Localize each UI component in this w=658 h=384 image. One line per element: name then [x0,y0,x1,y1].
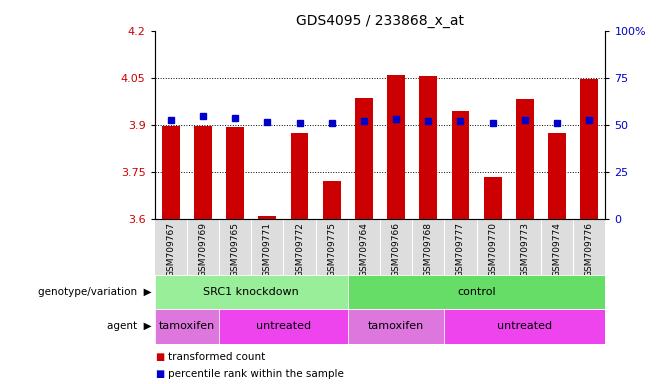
Text: tamoxifen: tamoxifen [368,321,424,331]
FancyBboxPatch shape [155,275,348,309]
Text: transformed count: transformed count [168,352,265,362]
Text: GSM709773: GSM709773 [520,222,530,276]
Text: agent  ▶: agent ▶ [107,321,151,331]
Bar [580,79,598,219]
Text: percentile rank within the sample: percentile rank within the sample [168,369,343,379]
Text: GSM709767: GSM709767 [166,222,175,276]
Text: tamoxifen: tamoxifen [159,321,215,331]
Bar [259,216,276,219]
Bar [516,99,534,219]
Text: GSM709770: GSM709770 [488,222,497,276]
FancyBboxPatch shape [444,309,605,344]
Text: GSM709765: GSM709765 [230,222,240,276]
Text: GSM709772: GSM709772 [295,222,304,276]
Bar [194,126,212,219]
Bar [291,132,309,219]
Title: GDS4095 / 233868_x_at: GDS4095 / 233868_x_at [296,14,464,28]
Text: control: control [457,287,496,297]
Bar [355,98,372,219]
Text: GSM709774: GSM709774 [553,222,561,276]
Text: ■: ■ [155,369,164,379]
Text: ■: ■ [155,352,164,362]
Bar [548,132,566,219]
Text: untreated: untreated [256,321,311,331]
Text: GSM709766: GSM709766 [392,222,401,276]
Text: GSM709777: GSM709777 [456,222,465,276]
Bar [226,127,244,219]
Bar [419,76,437,219]
Text: GSM709776: GSM709776 [585,222,594,276]
FancyBboxPatch shape [348,309,444,344]
Bar [484,177,501,219]
Bar [388,75,405,219]
FancyBboxPatch shape [155,309,219,344]
Text: GSM709771: GSM709771 [263,222,272,276]
Text: untreated: untreated [497,321,553,331]
Text: GSM709769: GSM709769 [199,222,207,276]
Bar [323,181,341,219]
Text: genotype/variation  ▶: genotype/variation ▶ [38,287,151,297]
FancyBboxPatch shape [348,275,605,309]
Text: GSM709775: GSM709775 [327,222,336,276]
Bar [162,126,180,219]
FancyBboxPatch shape [219,309,348,344]
Text: GSM709764: GSM709764 [359,222,368,276]
Bar [451,111,469,219]
Text: GSM709768: GSM709768 [424,222,433,276]
Text: SRC1 knockdown: SRC1 knockdown [203,287,299,297]
